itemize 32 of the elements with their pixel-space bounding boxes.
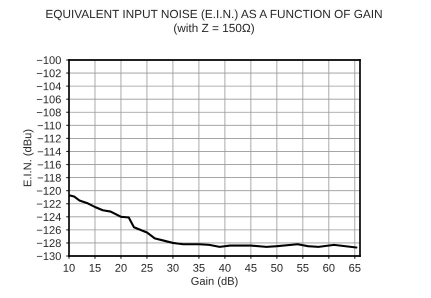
y-tick-label: −112 (38, 134, 61, 142)
y-tick-label: −128 (36, 239, 61, 248)
x-tick-label: 15 (90, 264, 101, 272)
y-tick-label: −124 (36, 213, 62, 221)
x-tick-label: 10 (64, 264, 75, 272)
chart-subtitle: (with Z = 150Ω) (174, 24, 254, 34)
chart-title: EQUIVALENT INPUT NOISE (E.I.N.) AS A FUNCTION OF GAIN (46, 10, 382, 20)
y-tick-label: −120 (36, 186, 61, 195)
y-tick-label: −126 (36, 226, 61, 234)
x-tick-label: 65 (349, 264, 361, 272)
y-tick-label: −102 (36, 69, 61, 78)
y-tick-label: −100 (36, 56, 61, 64)
y-tick-label: −108 (36, 108, 61, 116)
y-tick-label: −118 (38, 174, 61, 182)
x-tick-label: 30 (167, 264, 179, 272)
y-axis-title: E.I.N. (dBu) (23, 130, 34, 186)
y-tick-label: −114 (38, 148, 62, 156)
y-tick-label: −104 (36, 82, 62, 90)
x-tick-label: 25 (141, 264, 153, 272)
x-tick-label: 50 (271, 264, 283, 272)
y-tick-label: −130 (36, 252, 61, 260)
y-tick-label: −122 (36, 200, 61, 208)
x-tick-label: 20 (115, 264, 127, 272)
x-tick-label: 40 (218, 264, 231, 272)
y-tick-label: −106 (36, 95, 61, 104)
y-tick-label: −116 (38, 160, 61, 169)
x-axis-title: Gain (dB) (191, 276, 238, 288)
x-tick-label: 45 (244, 264, 257, 272)
x-tick-label: 35 (193, 264, 205, 272)
x-tick-label: 55 (297, 264, 309, 272)
y-tick-label: −110 (38, 122, 61, 130)
x-tick-label: 60 (323, 264, 335, 272)
